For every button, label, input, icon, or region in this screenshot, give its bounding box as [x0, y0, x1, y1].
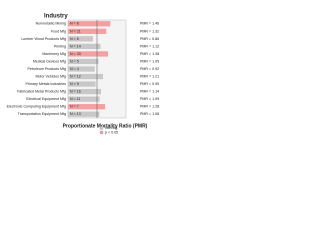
- n-label: N = 9: [70, 82, 79, 86]
- value-label: PMR = 1.38: [140, 52, 159, 56]
- chart-title: Industry: [44, 14, 68, 20]
- value-label: PMR = 1.14: [140, 90, 159, 94]
- n-label: N = 4: [70, 67, 79, 71]
- n-label: N = 8: [70, 22, 79, 26]
- category-label: Lumber Wood Products Mfg: [21, 37, 66, 41]
- n-label: N = 7: [70, 105, 79, 109]
- value-label: PMR = 1.05: [140, 59, 159, 63]
- n-label: N = 21: [70, 29, 81, 33]
- legend-label: p < 0.05: [105, 130, 118, 134]
- n-label: N = 13: [70, 112, 81, 116]
- n-label: N = 6: [70, 37, 79, 41]
- n-label: N = 16: [70, 90, 81, 94]
- bar: [68, 88, 102, 95]
- category-label: Fabricated Metal Products Mfg: [17, 90, 66, 94]
- value-label: PMR = 0.95: [140, 82, 159, 86]
- bar: [68, 66, 95, 72]
- category-label: Petroleum Products Mfg: [27, 67, 66, 71]
- bar: [68, 21, 111, 27]
- n-label: N = 14: [70, 44, 81, 48]
- value-label: PMR = 0.92: [140, 67, 159, 71]
- bar: [68, 43, 101, 50]
- legend-label: Non-sig: [105, 126, 117, 130]
- category-label: Primary Metals Industries: [25, 82, 66, 86]
- category-label: Machinery Mfg: [42, 52, 66, 56]
- category-label: Electronic Computing Equipment Mfg: [7, 105, 66, 109]
- bar: [68, 73, 104, 80]
- bar: [68, 96, 100, 102]
- n-label: N = 33: [70, 52, 81, 56]
- category-label: Motor Vehicles Mfg: [35, 74, 66, 78]
- category-label: Printing: [54, 44, 66, 48]
- bar: [68, 104, 106, 110]
- bar: [68, 28, 107, 34]
- category-label: Medical Devices Mfg: [33, 59, 66, 63]
- n-label: N = 12: [70, 74, 81, 78]
- bar: [68, 58, 99, 65]
- x-axis-label: Proportionate Mortality Ratio (PMR): [63, 123, 148, 129]
- value-label: PMR = 0.86: [140, 37, 159, 41]
- bar: [68, 111, 100, 117]
- value-label: PMR = 1.28: [140, 105, 159, 109]
- bar: [68, 36, 93, 42]
- value-label: PMR = 1.46: [140, 22, 159, 26]
- category-label: Electrical Equipment Mfg: [26, 97, 66, 101]
- value-label: PMR = 1.21: [140, 74, 159, 78]
- legend-swatch: [99, 130, 104, 135]
- legend-swatch: [99, 126, 104, 130]
- category-label: Transportation Equipment Mfg: [18, 112, 66, 116]
- n-label: N = 5: [70, 59, 79, 63]
- n-label: N = 11: [70, 97, 80, 101]
- bar: [68, 51, 109, 57]
- value-label: PMR = 1.08: [140, 112, 159, 116]
- bar: [68, 81, 96, 87]
- value-label: PMR = 1.09: [140, 97, 159, 101]
- chart: Industry Proportionate Mortality Ratio (…: [7, 14, 159, 135]
- value-label: PMR = 1.12: [140, 44, 159, 48]
- category-label: Food Mfg: [51, 29, 66, 33]
- category-label: Nonmetallic Mining: [36, 22, 66, 26]
- value-label: PMR = 1.32: [140, 29, 159, 33]
